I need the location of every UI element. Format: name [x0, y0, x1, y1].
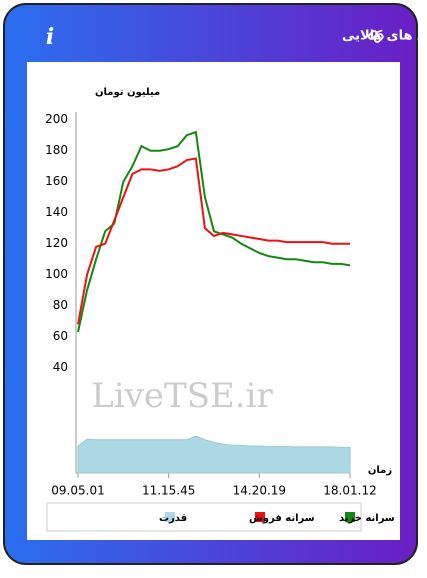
y-tick-label: 100 — [45, 267, 68, 281]
legend — [46, 502, 362, 532]
y-axis-label: میلیون تومان — [95, 87, 160, 98]
legend-swatch — [345, 512, 355, 522]
legend-label: سرانه خرید — [339, 513, 395, 524]
legend-label: قدرت — [159, 513, 187, 524]
area — [77, 435, 351, 474]
x-tick-label: 14.20.19 — [233, 484, 286, 498]
y-tick-label: 160 — [45, 174, 68, 188]
y-tick-label: 60 — [53, 329, 68, 343]
line — [77, 157, 350, 325]
line — [77, 130, 351, 333]
legend-swatch — [165, 512, 175, 522]
info-icon[interactable]: i — [46, 24, 54, 50]
watermark: LiveTSE.ir — [91, 376, 273, 416]
x-tick-label: 18.01.12 — [323, 484, 376, 498]
link-icon[interactable] — [367, 30, 384, 43]
y-tick-label: 200 — [45, 112, 68, 126]
x-tick-label: 11.15.45 — [142, 484, 195, 498]
y-tick-label: 140 — [45, 205, 68, 219]
legend-label: سرانه فروش — [249, 513, 315, 524]
y-tick-label: 120 — [45, 236, 68, 250]
y-tick-label: 80 — [53, 298, 68, 312]
y-tick-label: 40 — [53, 360, 68, 374]
title: سرانه ی خرید و فروش حقیقی در صندوق های ک… — [342, 29, 427, 44]
y-tick-label: 180 — [45, 143, 68, 157]
x-tick-label: 09.05.01 — [51, 484, 104, 498]
legend-swatch — [255, 512, 265, 522]
x-axis-label: زمان — [368, 465, 392, 476]
